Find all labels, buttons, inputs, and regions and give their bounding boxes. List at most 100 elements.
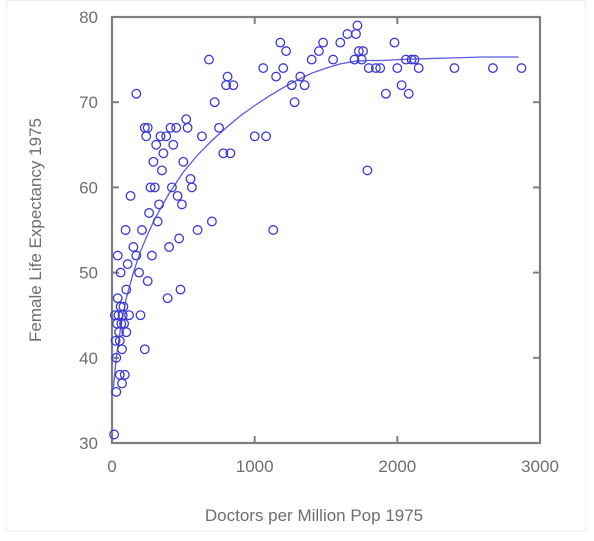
scatter-point: [154, 199, 165, 210]
scatter-point: [176, 199, 187, 210]
axis-ticks: [112, 17, 540, 443]
scatter-point: [164, 242, 175, 252]
scatter-point: [152, 216, 163, 227]
scatter-point: [225, 148, 236, 159]
scatter-point: [275, 37, 286, 48]
scatter-point: [156, 165, 167, 176]
scatter-point: [278, 63, 289, 74]
scatter-point: [362, 165, 373, 176]
scatter-point: [117, 378, 127, 389]
scatter-point: [318, 37, 329, 48]
scatter-point: [134, 267, 145, 278]
scatter-point: [335, 37, 346, 48]
scatter-point: [124, 310, 135, 321]
scatter-point: [281, 46, 292, 57]
scatter-point: [389, 37, 400, 48]
scatter-point: [131, 88, 142, 99]
y-tick-label: 70: [79, 93, 98, 112]
scatter-point: [261, 131, 272, 142]
scatter-point: [228, 80, 239, 91]
scatter-point: [289, 97, 300, 108]
scatter-point: [214, 122, 224, 133]
scatter-point: [119, 369, 130, 380]
scatter-point: [158, 148, 169, 159]
scatter-point: [162, 293, 173, 304]
scatter-point: [363, 63, 374, 74]
y-tick-label: 80: [79, 8, 98, 27]
y-tick-label: 50: [79, 264, 98, 283]
scatter-point: [110, 335, 121, 346]
scatter-point: [487, 63, 498, 74]
scatter-point: [313, 46, 324, 57]
scatter-point: [268, 225, 279, 235]
scatter-point: [144, 208, 155, 218]
scatter-point: [121, 284, 132, 295]
scatter-point: [206, 216, 217, 227]
scatter-point: [121, 327, 132, 338]
y-axis-title: Female Life Expectancy 1975: [26, 118, 45, 342]
scatter-point: [142, 276, 153, 287]
plot-area: [110, 15, 542, 445]
tick-labels: 0 1000 2000 3000 30 40 50 60 70 80: [79, 8, 559, 476]
scatter-point: [328, 54, 339, 65]
scatter-point: [118, 301, 129, 312]
x-tick-label: 1000: [236, 457, 274, 476]
scatter-point: [271, 71, 282, 82]
scatter-point: [409, 54, 420, 65]
scatter-point: [111, 386, 122, 397]
x-tick-label: 0: [107, 457, 116, 476]
scatter-point: [155, 131, 166, 142]
scatter-point: [286, 80, 297, 91]
scatter-point: [306, 54, 317, 65]
scatter-point: [128, 242, 139, 252]
scatter-point: [122, 259, 133, 270]
scatter-point: [125, 190, 136, 201]
x-tick-label: 2000: [378, 457, 416, 476]
chart-frame: [6, 0, 586, 532]
scatter-point: [142, 122, 153, 133]
scatter-point: [151, 139, 162, 150]
scatter-point: [375, 63, 386, 74]
scatter-point: [146, 250, 157, 261]
scatter-point: [196, 131, 207, 142]
scatter-point: [117, 344, 127, 355]
scatter-point: [112, 293, 123, 304]
scatter-point: [168, 139, 179, 150]
scatter-point: [249, 131, 260, 142]
scatter-point: [222, 71, 233, 82]
scatter-point: [131, 250, 142, 261]
scatter-point: [295, 71, 306, 82]
scatter-point: [349, 54, 360, 65]
scatter-point: [406, 54, 417, 65]
scatter-point: [166, 182, 177, 193]
scatter-point: [174, 233, 185, 244]
scatter-point: [192, 225, 203, 235]
x-tick-label: 3000: [521, 457, 559, 476]
scatter-point: [137, 225, 147, 235]
scatter-point: [175, 284, 186, 295]
x-axis-title: Doctors per Million Pop 1975: [205, 506, 423, 525]
scatter-point: [149, 182, 160, 193]
scatter-point: [352, 20, 363, 31]
scatter-point: [178, 156, 189, 167]
scatter-point: [258, 63, 269, 74]
scatter-point: [145, 182, 156, 193]
scatter-point: [111, 352, 122, 363]
scatter-point: [392, 63, 403, 74]
scatter-point: [171, 122, 182, 133]
scatter-point: [139, 344, 150, 355]
y-tick-label: 60: [79, 178, 98, 197]
scatter-point: [204, 54, 214, 65]
scatter-point: [380, 88, 391, 99]
y-tick-label: 40: [79, 349, 98, 368]
scatter-point: [112, 250, 123, 261]
scatter-point: [353, 46, 364, 57]
scatter-point: [186, 182, 197, 193]
scatter-point: [396, 80, 407, 91]
scatter-point: [403, 88, 414, 99]
scatter-point: [135, 310, 146, 321]
scatter-point: [109, 429, 120, 440]
data-points: [109, 20, 527, 440]
scatter-point: [358, 46, 369, 57]
